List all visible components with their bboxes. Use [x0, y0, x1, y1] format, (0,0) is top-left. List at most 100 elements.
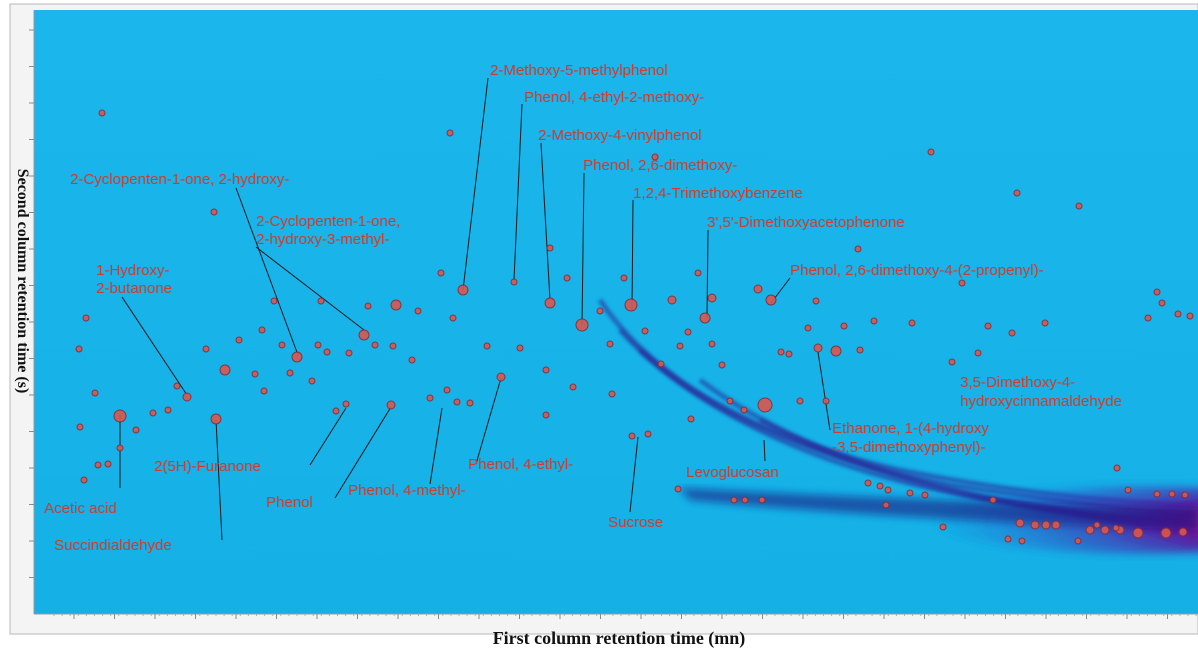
- peak-marker: [496, 372, 506, 382]
- label-hydroxy-butanone-line1: 1-Hydroxy-: [96, 262, 169, 279]
- peak-marker: [1168, 490, 1176, 498]
- leader-line: [235, 187, 299, 356]
- peak-marker: [466, 399, 474, 407]
- peak-marker: [546, 244, 554, 252]
- peak-marker: [386, 400, 396, 410]
- peak-marker: [1174, 310, 1182, 318]
- peak-marker: [323, 348, 331, 356]
- peak-marker: [390, 299, 402, 311]
- label-succindialdehyde: Succindialdehyde: [54, 537, 172, 554]
- peak-marker: [235, 336, 243, 344]
- peak-marker: [569, 383, 577, 391]
- peak-marker: [345, 349, 353, 357]
- peak-marker: [1051, 520, 1061, 530]
- peak-marker: [804, 324, 812, 332]
- peak-marker: [414, 307, 422, 315]
- peak-marker: [173, 382, 181, 390]
- peak-marker: [651, 153, 659, 161]
- peak-marker: [628, 432, 636, 440]
- label-phenol-4-ethyl: Phenol, 4-ethyl-: [468, 456, 573, 473]
- peak-marker: [251, 370, 259, 378]
- peak-marker: [813, 343, 823, 353]
- peak-marker: [91, 389, 99, 397]
- peak-marker: [544, 297, 556, 309]
- leader-line: [763, 439, 766, 462]
- peak-marker: [94, 461, 102, 469]
- leader-line: [475, 377, 502, 465]
- label-sucrose: Sucrose: [608, 514, 663, 531]
- peak-marker: [1041, 520, 1051, 530]
- peak-marker: [864, 479, 872, 487]
- peak-marker: [641, 327, 649, 335]
- peak-marker: [76, 423, 84, 431]
- peak-marker: [974, 349, 982, 357]
- peak-marker: [75, 345, 83, 353]
- annotation-labels: 2-Methoxy-5-methylphenol Phenol, 4-ethyl…: [44, 62, 1122, 554]
- peak-marker: [270, 297, 278, 305]
- peak-marker: [676, 342, 684, 350]
- label-phenol: Phenol: [266, 494, 313, 511]
- leader-line: [629, 436, 639, 513]
- leader-lines: [119, 77, 831, 541]
- peak-marker: [358, 329, 370, 341]
- peak-marker: [1153, 490, 1161, 498]
- peak-marker: [317, 297, 325, 305]
- peak-marker: [278, 341, 286, 349]
- peak-marker: [667, 295, 677, 305]
- peak-marker: [132, 426, 140, 434]
- label-cyclopentenone-line1: 2-Cyclopenten-1-one,: [256, 213, 400, 230]
- peak-marker: [958, 279, 966, 287]
- peak-marker: [948, 358, 956, 366]
- peak-marker: [437, 269, 445, 277]
- peak-marker: [730, 496, 738, 504]
- peak-marker: [1085, 525, 1095, 535]
- peak-marker: [202, 345, 210, 353]
- peak-marker: [1093, 521, 1101, 529]
- leader-line: [581, 172, 585, 326]
- leader-line: [706, 229, 709, 319]
- axis-ticks: [29, 29, 1197, 619]
- peak-marker: [1160, 527, 1172, 539]
- label-phenol-2-6-dimethoxy: Phenol, 2,6-dimethoxy-: [583, 157, 737, 174]
- peak-marker: [82, 314, 90, 322]
- peak-marker: [984, 322, 992, 330]
- peak-marker: [1178, 527, 1188, 537]
- peak-marker: [785, 350, 793, 358]
- x-axis-label: First column retention time (mn): [492, 628, 746, 648]
- peak-marker: [758, 496, 766, 504]
- peak-marker: [856, 346, 864, 354]
- peak-marker: [575, 318, 589, 332]
- peak-marker: [371, 341, 379, 349]
- label-2-methoxy-5-methylphenol: 2-Methoxy-5-methylphenol: [490, 62, 668, 79]
- leader-line: [334, 406, 392, 499]
- peak-marker: [718, 361, 726, 369]
- label-phenol-4-ethyl-2-methoxy: Phenol, 4-ethyl-2-methoxy-: [524, 89, 704, 106]
- peak-markers: [75, 109, 1194, 545]
- peak-marker: [830, 345, 842, 357]
- peak-marker: [443, 386, 451, 394]
- peak-marker: [620, 274, 628, 282]
- peak-marker: [426, 394, 434, 402]
- leader-line: [631, 199, 634, 311]
- peak-marker: [1186, 312, 1194, 320]
- peak-marker: [457, 284, 469, 296]
- peak-marker: [210, 208, 218, 216]
- leader-line: [309, 407, 347, 466]
- peak-marker: [389, 342, 397, 350]
- label-levoglucosan: Levoglucosan: [686, 464, 779, 481]
- peak-marker: [510, 278, 518, 286]
- peak-marker: [812, 297, 820, 305]
- peak-marker: [1041, 319, 1049, 327]
- label-furanone: 2(5H)-Furanone: [154, 458, 261, 475]
- peak-marker: [740, 406, 748, 414]
- peak-marker: [884, 486, 892, 494]
- y-axis-label: Second column retention time (s): [14, 168, 31, 394]
- leader-line: [429, 407, 443, 485]
- peak-marker: [408, 356, 416, 364]
- peak-marker: [840, 322, 848, 330]
- peak-marker: [542, 366, 550, 374]
- peak-marker: [210, 413, 222, 425]
- peak-marker: [870, 317, 878, 325]
- peak-marker: [765, 294, 777, 306]
